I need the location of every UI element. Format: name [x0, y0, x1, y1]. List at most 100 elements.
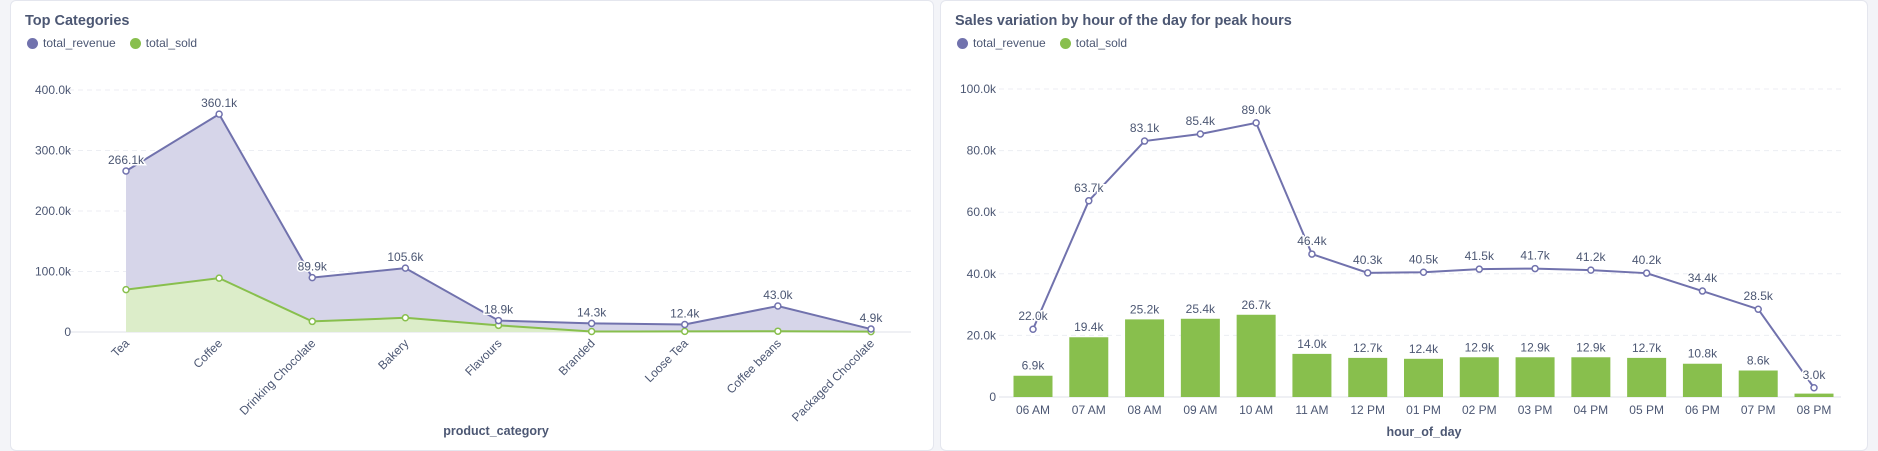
x-tick-label: 12 PM — [1350, 403, 1385, 417]
data-label-total-revenue: 3.0k — [1803, 368, 1827, 382]
legend-swatch-sold — [1059, 37, 1071, 49]
data-label-total-revenue: 105.6k — [387, 250, 424, 264]
legend-swatch-revenue — [957, 37, 968, 49]
point-total-revenue — [1642, 269, 1651, 277]
data-label-total-sold: 12.4k — [1409, 342, 1439, 356]
point-total-sold — [401, 314, 410, 322]
data-label-total-revenue: 83.1k — [1130, 121, 1160, 135]
point-total-revenue — [587, 319, 596, 328]
point-total-revenue — [1308, 250, 1316, 258]
legend-label: total_revenue — [43, 36, 116, 50]
chart-title[interactable]: Sales variation by hour of the day for p… — [955, 13, 1292, 29]
data-label-total-sold: 12.9k — [1520, 340, 1550, 354]
y-tick-label: 400.0k — [35, 83, 72, 97]
bar-total-sold — [1459, 357, 1499, 397]
y-tick-label: 60.0k — [967, 205, 997, 219]
x-tick-label: Flavours — [462, 336, 504, 378]
combo-chart: 0 20.0k 40.0k 60.0k 80.0k 100.0k 6.9k 19.4k 25.2… — [960, 82, 1841, 439]
point-total-revenue — [1587, 266, 1595, 274]
data-label-total-sold: 12.9k — [1465, 340, 1495, 354]
data-label-total-revenue: 360.1k — [201, 96, 238, 110]
point-total-revenue — [1754, 305, 1762, 313]
data-label-total-sold: 25.4k — [1186, 302, 1216, 316]
y-tick-label: 20.0k — [967, 328, 997, 342]
x-tick-label: Bakery — [375, 336, 411, 372]
bar-total-sold — [1348, 357, 1388, 397]
data-label-total-revenue: 34.4k — [1688, 271, 1718, 285]
bar-total-sold — [1125, 319, 1165, 397]
point-total-revenue — [1085, 197, 1093, 205]
x-tick-label: Packaged Chocolate — [789, 336, 877, 424]
legend-item-total-revenue[interactable]: total_revenue — [957, 36, 1046, 50]
data-label-total-revenue: 266.1k — [108, 153, 145, 167]
legend-label: total_revenue — [973, 36, 1046, 50]
x-tick-label: 07 AM — [1072, 403, 1106, 417]
point-total-sold — [681, 327, 689, 336]
point-total-revenue — [215, 110, 223, 118]
legend-item-total-revenue[interactable]: total_revenue — [27, 36, 116, 50]
y-tick-label: 300.0k — [35, 144, 72, 158]
data-label-total-sold: 12.7k — [1353, 341, 1383, 355]
data-label-total-sold: 19.4k — [1074, 320, 1104, 334]
y-tick-label: 100.0k — [35, 265, 72, 279]
data-label-total-revenue: 22.0k — [1018, 309, 1048, 323]
bar-total-sold — [1682, 363, 1722, 397]
data-label-total-revenue: 46.4k — [1297, 234, 1327, 248]
data-label-total-revenue: 43.0k — [763, 288, 793, 302]
legend-item-total-sold[interactable]: total_sold — [129, 36, 198, 50]
chart-title[interactable]: Top Categories — [25, 13, 130, 29]
bar-total-sold — [1404, 358, 1443, 397]
point-total-revenue — [308, 273, 316, 282]
data-label-total-revenue: 4.9k — [860, 311, 884, 325]
point-total-revenue — [1698, 287, 1707, 295]
legend-label: total_sold — [145, 36, 198, 50]
bar-total-sold — [1738, 370, 1778, 397]
data-label-total-sold: 12.9k — [1576, 340, 1606, 354]
x-tick-label: 08 PM — [1797, 403, 1832, 417]
x-tick-label: 05 PM — [1629, 403, 1664, 417]
x-tick-label: 09 AM — [1183, 403, 1217, 417]
data-label-total-sold: 12.7k — [1632, 341, 1662, 355]
top-categories-card: Top Categories total_revenue total_sold … — [10, 0, 934, 451]
point-total-revenue — [1419, 268, 1428, 277]
x-tick-label: Loose Tea — [642, 336, 691, 385]
bar-total-sold — [1515, 357, 1555, 397]
data-label-total-revenue: 63.7k — [1074, 181, 1104, 195]
chart-legend: total_revenue total_sold — [957, 36, 1127, 50]
data-label-total-sold: 14.0k — [1297, 337, 1327, 351]
data-label-total-revenue: 85.4k — [1186, 114, 1216, 128]
point-total-sold — [215, 274, 223, 282]
bar-total-sold — [1794, 393, 1834, 397]
bar-total-sold — [1571, 357, 1611, 397]
point-total-revenue — [1363, 269, 1372, 277]
x-tick-label: 02 PM — [1462, 403, 1497, 417]
data-label-total-revenue: 40.5k — [1409, 252, 1439, 266]
legend-label: total_sold — [1075, 36, 1128, 50]
x-tick-label: Drinking Chocolate — [237, 336, 319, 418]
data-label-total-sold: 6.9k — [1022, 359, 1046, 373]
y-tick-label: 80.0k — [967, 144, 997, 158]
x-tick-label: 10 AM — [1239, 403, 1273, 417]
x-tick-label: 07 PM — [1741, 403, 1776, 417]
x-tick-label: 01 PM — [1406, 403, 1441, 417]
y-tick-label: 0 — [64, 325, 71, 339]
x-tick-label: 03 PM — [1518, 403, 1553, 417]
x-tick-label: 11 AM — [1295, 403, 1328, 417]
bar-total-sold — [1236, 314, 1276, 397]
point-total-revenue — [1196, 130, 1205, 138]
data-label-total-revenue: 28.5k — [1744, 289, 1774, 303]
point-total-revenue — [1475, 265, 1484, 273]
legend-item-total-sold[interactable]: total_sold — [1059, 36, 1128, 50]
x-tick-label: 08 AM — [1128, 403, 1162, 417]
y-tick-label: 100.0k — [960, 82, 997, 96]
point-total-revenue — [401, 264, 410, 272]
x-tick-label: Coffee — [190, 336, 225, 371]
point-total-revenue — [867, 325, 875, 333]
data-label-total-sold: 26.7k — [1241, 298, 1271, 312]
data-label-total-revenue: 89.0k — [1241, 103, 1271, 117]
y-tick-label: 200.0k — [35, 204, 72, 218]
bar-total-sold — [1013, 375, 1053, 397]
point-total-sold — [587, 327, 596, 336]
point-total-sold — [774, 327, 782, 335]
point-total-sold — [308, 317, 316, 326]
